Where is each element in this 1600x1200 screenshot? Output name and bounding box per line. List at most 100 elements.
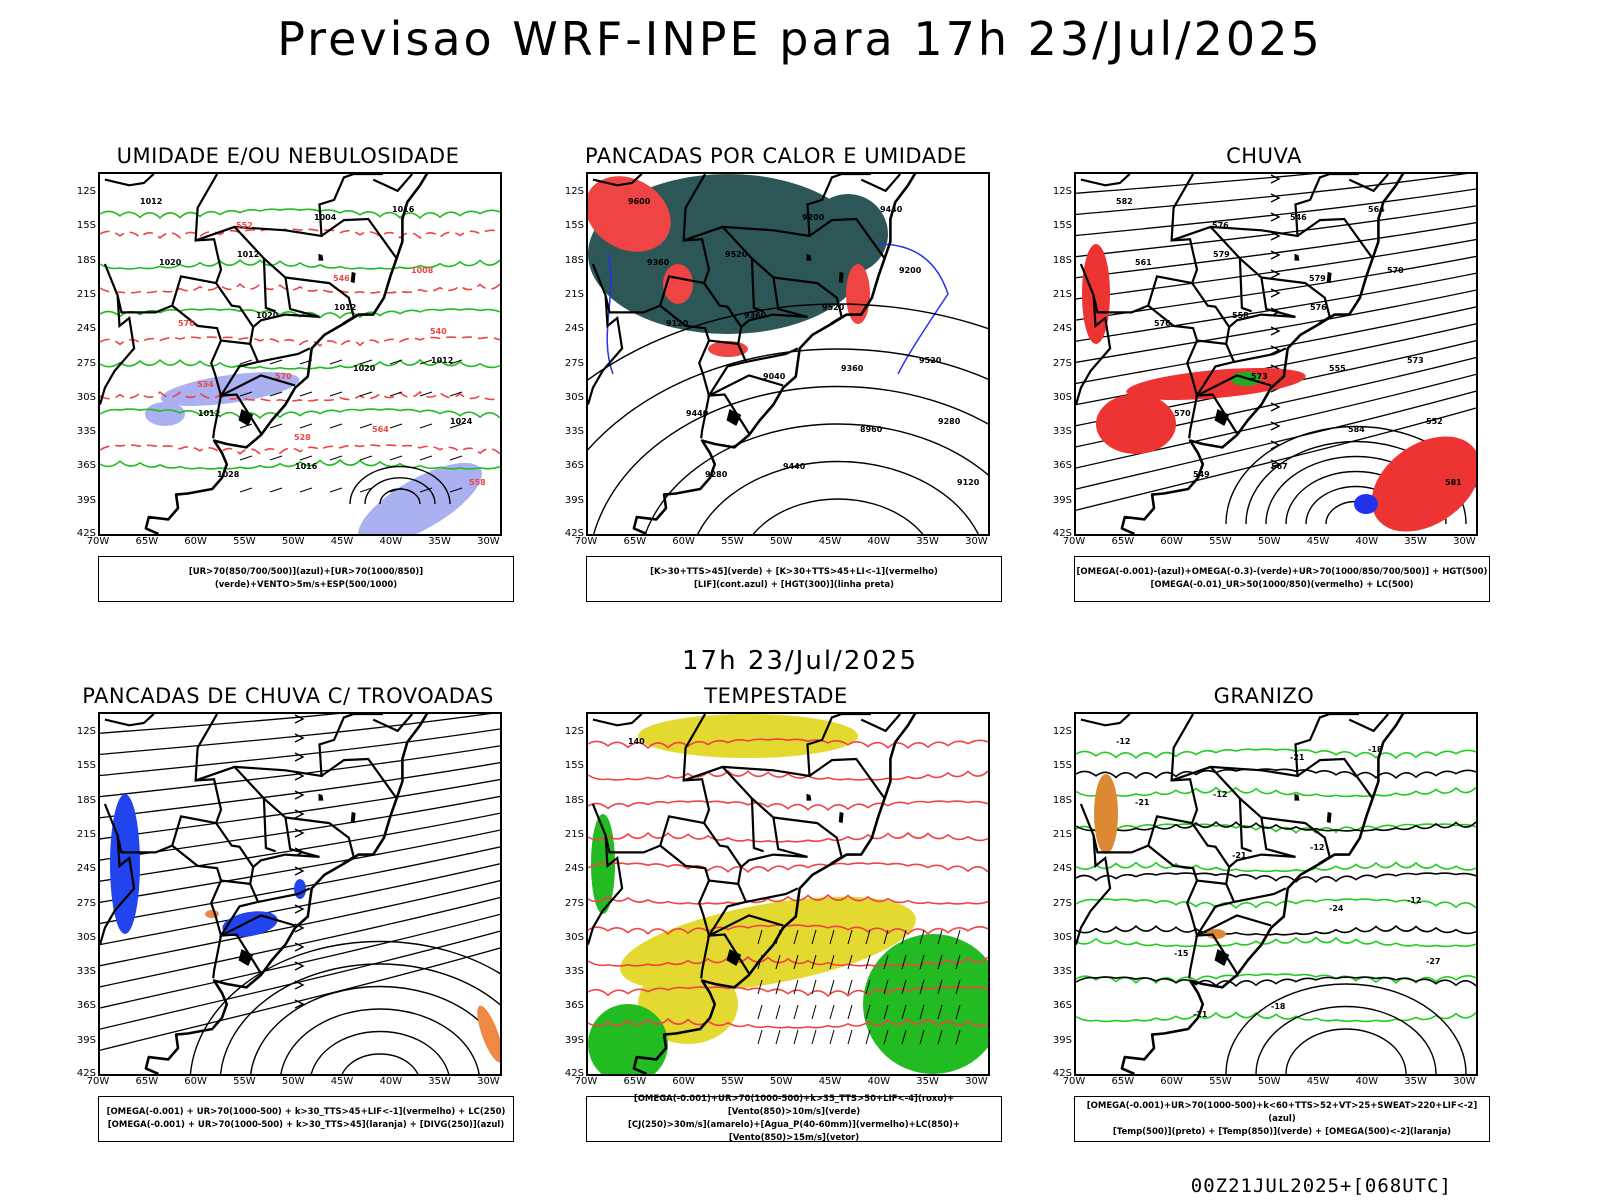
border-line: [1080, 714, 1131, 727]
wind-vector: [269, 359, 283, 365]
lon-tick-label: 65W: [1111, 1076, 1135, 1087]
coastline: [1120, 714, 1405, 1074]
border-line: [252, 853, 320, 868]
contour-label: 9520: [919, 356, 942, 365]
streamline: [1076, 407, 1476, 511]
wind-vector: [299, 423, 313, 429]
lat-tick-label: 18S: [76, 794, 96, 806]
wind-vector: [775, 954, 781, 970]
flow-arrow: [1270, 250, 1281, 260]
map-canvas: [100, 714, 500, 1074]
border-line: [773, 276, 843, 325]
lake-shape: [838, 811, 844, 824]
temp-500-contour: [1285, 1028, 1407, 1074]
lat-tick-label: 21S: [564, 828, 584, 840]
lifted-index-contour: [606, 253, 614, 375]
streamline: [1076, 174, 1468, 216]
lake-shape: [318, 793, 324, 801]
wind-vector: [865, 979, 871, 995]
border-line: [592, 174, 643, 187]
flow-arrow: [294, 980, 305, 990]
wind-vector: [389, 423, 403, 429]
wind-vector: [449, 423, 463, 429]
wind-vector: [793, 954, 799, 970]
wind-vector: [811, 954, 817, 970]
flow-arrow: [294, 714, 305, 724]
wind-vector: [829, 1004, 835, 1020]
lat-tick-label: 12S: [564, 726, 584, 737]
contour-label: 576: [178, 319, 195, 328]
border-line: [285, 276, 355, 325]
lat-tick-label: 15S: [564, 760, 584, 772]
streamline: [1076, 238, 1476, 300]
lat-tick-label: 36S: [1052, 1000, 1072, 1012]
wind-vector: [359, 423, 373, 429]
coastline: [1120, 174, 1405, 534]
contour-label: 1004: [314, 213, 337, 222]
wind-vector: [793, 1029, 799, 1045]
wind-vector: [757, 979, 763, 995]
flow-arrow: [294, 790, 305, 800]
lon-tick-label: 30W: [477, 1076, 500, 1087]
flow-arrow: [294, 961, 305, 971]
flow-arrow: [294, 866, 305, 876]
lat-tick-label: 33S: [564, 426, 584, 438]
border-line: [171, 304, 223, 341]
lat-tick-label: 15S: [1052, 220, 1072, 232]
wind-vector: [449, 359, 463, 365]
contour-label: -18: [1368, 745, 1383, 754]
legend-line: [K>30+TTS>45](verde) + [K>30+TTS>45+LI<-…: [650, 567, 938, 577]
contour-label: 1016: [295, 462, 318, 471]
border-line: [194, 714, 263, 976]
temp-500-contour: [1076, 768, 1476, 780]
contour-label: 1012: [334, 303, 356, 312]
lon-tick-label: 70W: [86, 536, 110, 547]
lat-tick-label: 18S: [564, 254, 584, 266]
border-line: [745, 347, 799, 363]
lake-shape: [350, 271, 356, 284]
streamline-850: [588, 924, 988, 936]
lat-tick-label: 27S: [564, 897, 584, 909]
panel-title: GRANIZO: [1213, 684, 1315, 708]
lake-shape: [238, 409, 254, 426]
streamline: [100, 728, 500, 777]
panel-title: PANCADAS DE CHUVA C/ TROVOADAS: [82, 684, 494, 708]
lon-tick-label: 35W: [1404, 1076, 1427, 1087]
lake-shape: [318, 253, 324, 261]
flow-arrow: [294, 999, 305, 1009]
border-line: [1170, 174, 1239, 436]
flow-arrow: [1270, 421, 1281, 431]
contour-label: 1020: [159, 258, 182, 267]
streamline-arc: [310, 1030, 450, 1074]
flow-arrow: [294, 904, 305, 914]
streamline: [100, 795, 500, 861]
border-line: [257, 887, 311, 903]
border-line: [320, 217, 398, 260]
weather-map: [98, 712, 502, 1076]
wind-vector: [793, 929, 799, 945]
legend-line: [LIF](cont.azul) + [HGT(300)](linha pret…: [693, 580, 895, 590]
height-contour: [644, 423, 988, 534]
humidity-area: [145, 402, 185, 426]
streamline: [1076, 373, 1476, 469]
wind-vector: [811, 979, 817, 995]
border-line: [1261, 816, 1331, 865]
wind-vector: [389, 455, 403, 461]
wind-vector: [419, 487, 433, 493]
border-line: [171, 844, 223, 881]
wind-vector: [329, 359, 343, 365]
wind-vector: [901, 954, 907, 970]
contour-label: 567: [1271, 462, 1288, 471]
contour-label: 9360: [647, 258, 670, 267]
wind-vector: [811, 1004, 817, 1020]
lon-tick-label: 40W: [1355, 536, 1379, 547]
lat-tick-label: 36S: [564, 460, 584, 472]
lon-tick-label: 65W: [1111, 536, 1135, 547]
lon-tick-label: 30W: [965, 536, 988, 547]
wind-vector: [955, 1029, 961, 1045]
rain-area: [1082, 244, 1110, 344]
border-line: [708, 374, 784, 397]
border-line: [683, 714, 843, 782]
lat-tick-label: 24S: [1052, 323, 1072, 335]
streamline: [1076, 390, 1476, 490]
